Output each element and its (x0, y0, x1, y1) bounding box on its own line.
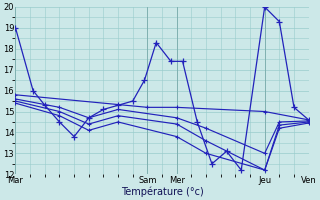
X-axis label: Température (°c): Température (°c) (121, 186, 204, 197)
